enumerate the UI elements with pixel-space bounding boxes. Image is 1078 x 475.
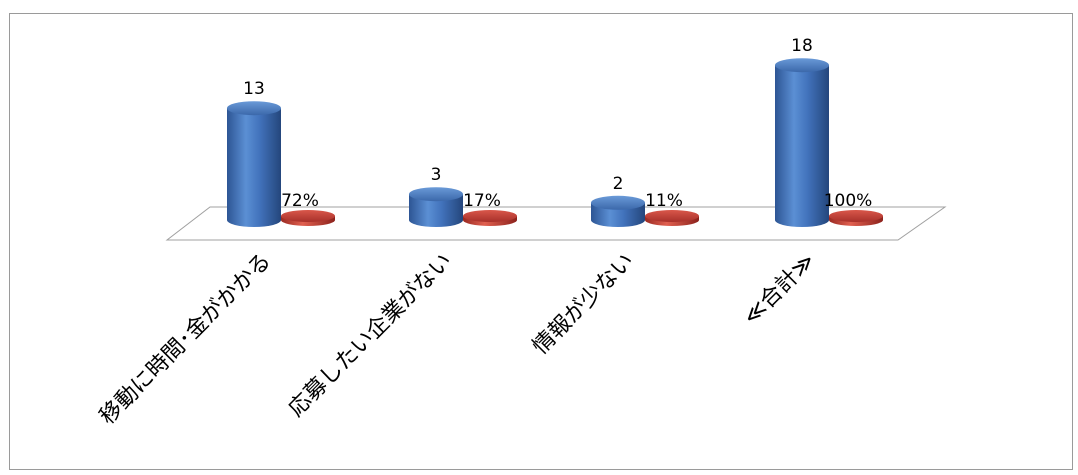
data-label-series1-1: 3 [431,165,442,185]
data-label-series1-0: 13 [243,79,265,99]
data-label-series1-3: 18 [791,36,813,56]
bar-series2-2 [645,210,699,226]
category-label-2: 情報が少ない [528,249,639,360]
data-label-series2-3: 100% [824,191,873,211]
bar-series1-1 [409,187,463,227]
data-label-series1-2: 2 [613,174,624,194]
category-label-1: 応募したい企業がない [284,249,457,422]
chart-frame [9,13,1073,470]
bar-series2-0 [281,210,335,226]
chart-floor [165,206,947,241]
bar-series1-3 [775,58,829,227]
bar-series1-0 [227,101,281,227]
data-label-series2-0: 72% [281,191,319,211]
bar-series2-3 [829,210,883,226]
category-label-3: ≪合計≫ [739,249,820,330]
bar-series2-1 [463,210,517,226]
data-label-series2-1: 17% [463,191,501,211]
bar-series1-2 [591,195,645,227]
data-label-series2-2: 11% [645,191,683,211]
category-label-0: 移動に時間･金がかかる [95,249,276,430]
